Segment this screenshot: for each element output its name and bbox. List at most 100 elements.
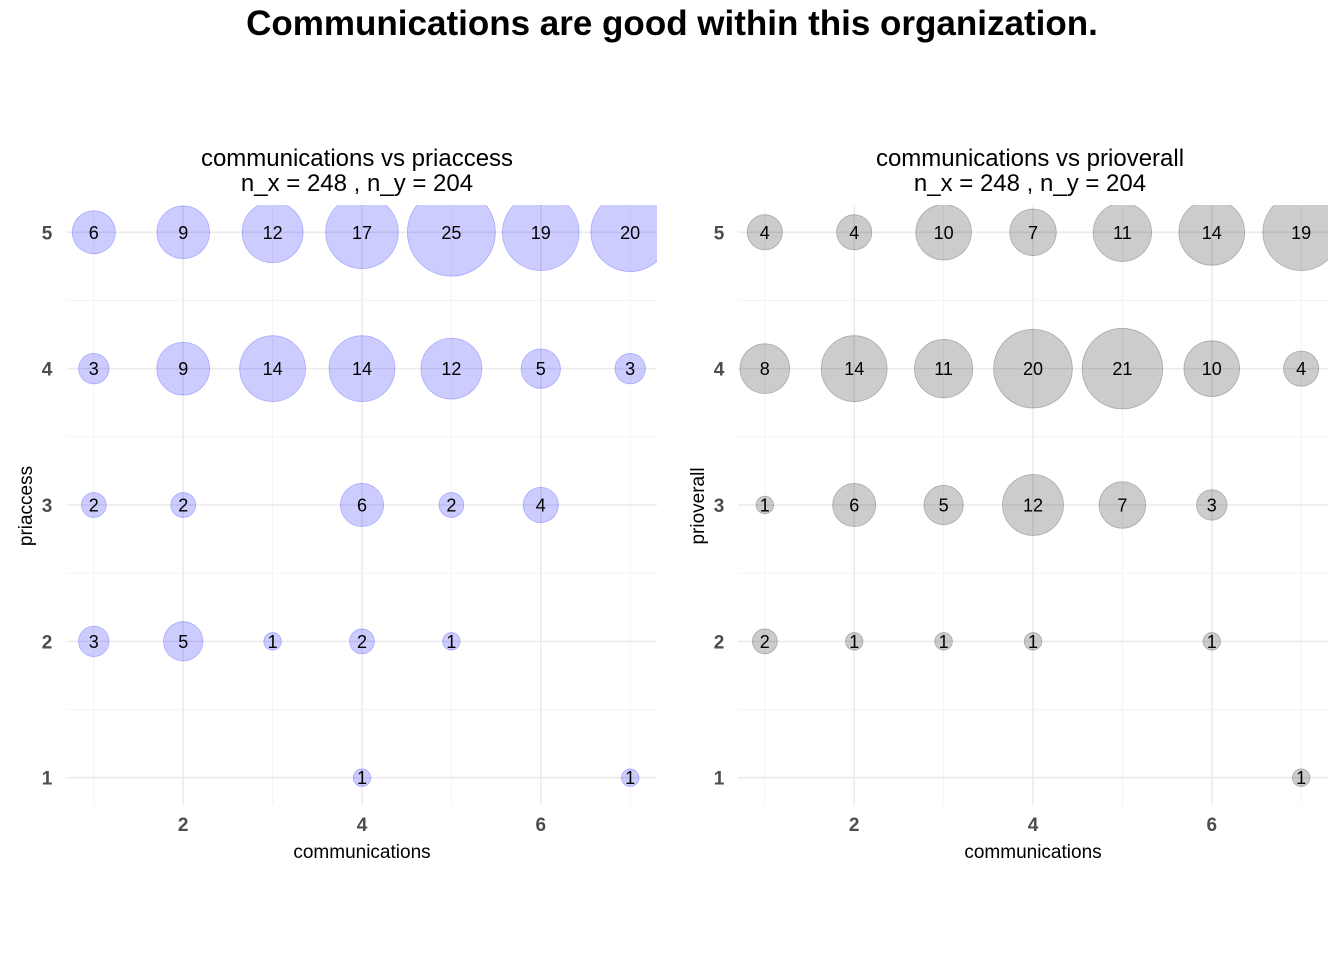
- data-label: 3: [89, 632, 99, 652]
- data-label: 3: [1207, 496, 1217, 516]
- bubble: [755, 495, 775, 515]
- data-label: 17: [352, 223, 372, 243]
- bubble: [845, 632, 864, 651]
- data-label: 14: [844, 359, 864, 379]
- data-label: 10: [934, 223, 954, 243]
- bubble: [438, 492, 465, 518]
- bubble: [993, 328, 1073, 409]
- data-label: 10: [1202, 359, 1222, 379]
- data-label: 5: [536, 359, 546, 379]
- bubble: [340, 483, 384, 527]
- data-label: 3: [89, 359, 99, 379]
- data-label: 19: [1291, 223, 1311, 243]
- data-label: 14: [1202, 223, 1222, 243]
- data-label: 2: [357, 632, 367, 652]
- panel-title: communications vs prioverall: [876, 145, 1184, 172]
- data-label: 4: [849, 223, 859, 243]
- data-label: 14: [352, 359, 372, 379]
- data-label: 1: [1296, 768, 1306, 788]
- data-label: 2: [446, 496, 456, 516]
- y-tick-label: 4: [714, 360, 725, 381]
- bubble: [71, 210, 116, 255]
- bubble: [614, 352, 646, 385]
- bubble: [1098, 481, 1147, 529]
- data-label: 1: [446, 632, 456, 652]
- main-title: Communications are good within this orga…: [246, 4, 1098, 43]
- panel-title: communications vs priaccess: [201, 145, 513, 172]
- bubble: [746, 214, 783, 251]
- x-tick-label: 6: [535, 815, 546, 836]
- bubble: [832, 483, 877, 527]
- data-label: 7: [1117, 496, 1127, 516]
- data-label: 20: [620, 223, 640, 243]
- bubble: [1283, 350, 1320, 387]
- data-label: 11: [934, 359, 953, 379]
- data-label: 4: [760, 223, 770, 243]
- y-tick-label: 2: [42, 632, 53, 653]
- bubble: [156, 205, 211, 260]
- y-tick-label: 1: [42, 769, 53, 790]
- data-label: 6: [849, 496, 859, 516]
- bubble: [442, 632, 461, 651]
- y-tick-label: 4: [42, 360, 53, 381]
- bubble: [820, 335, 888, 402]
- y-tick-label: 3: [714, 496, 725, 517]
- y-axis-label: prioverall: [688, 467, 709, 544]
- bubble: [751, 628, 778, 655]
- bubble: [1009, 208, 1057, 256]
- panel-subtitle: n_x = 248 , n_y = 204: [241, 170, 473, 197]
- x-tick-label: 6: [1206, 815, 1217, 836]
- y-tick-label: 1: [714, 769, 725, 790]
- data-label: 12: [263, 223, 283, 243]
- bubble: [1092, 205, 1152, 262]
- bubble: [241, 205, 304, 264]
- data-label: 1: [268, 632, 278, 652]
- panel-priaccess: 6 9 12 17 25 19 203 9 14 14 12 5 32 2 6 2 43 5 1 2 11 12 4 6123…: [16, 145, 657, 863]
- bubble: [739, 343, 791, 394]
- x-axis-label: communications: [293, 842, 430, 863]
- y-tick-label: 3: [42, 496, 53, 517]
- data-label: 21: [1112, 359, 1132, 379]
- bubble: [407, 205, 496, 277]
- data-label: 1: [357, 768, 367, 788]
- bubble: [915, 205, 972, 261]
- data-label: 14: [263, 359, 283, 379]
- bubble: [420, 337, 483, 400]
- y-tick-label: 5: [714, 223, 725, 244]
- data-label: 6: [89, 223, 99, 243]
- bubble: [163, 621, 204, 662]
- data-label: 1: [849, 632, 859, 652]
- data-label: 19: [531, 223, 551, 243]
- data-label: 1: [939, 632, 949, 652]
- data-label: 9: [178, 223, 188, 243]
- data-label: 9: [178, 359, 188, 379]
- bubble: [934, 632, 953, 651]
- data-label: 11: [1113, 223, 1132, 243]
- data-label: 6: [357, 496, 367, 516]
- bubble: [520, 348, 561, 389]
- bubble: [620, 768, 640, 787]
- data-label: 5: [178, 632, 188, 652]
- bubble: [522, 486, 559, 523]
- panel-subtitle: n_x = 248 , n_y = 204: [914, 170, 1146, 197]
- bubble: [1262, 205, 1328, 272]
- data-label: 3: [625, 359, 635, 379]
- data-label: 4: [1296, 359, 1306, 379]
- data-label: 20: [1023, 359, 1043, 379]
- bubble: [1023, 632, 1043, 651]
- bubble: [80, 492, 107, 518]
- bubble: [263, 632, 282, 651]
- data-label: 12: [441, 359, 461, 379]
- bubble: [1002, 474, 1064, 536]
- panel-prioverall: 4 4 10 7 11 14 198 14 11 20 21 10 41 6 5 12 7 32 1 1 1 112 4 61…: [688, 145, 1328, 863]
- y-tick-label: 2: [714, 632, 725, 653]
- bubble: [502, 205, 580, 272]
- x-tick-label: 4: [1028, 815, 1039, 836]
- y-tick-label: 5: [42, 223, 53, 244]
- y-axis-label: priaccess: [16, 466, 37, 546]
- bubble: [170, 492, 197, 518]
- bubble: [78, 352, 110, 385]
- bubble: [590, 205, 657, 273]
- data-label: 7: [1028, 223, 1038, 243]
- bubble: [1081, 327, 1164, 410]
